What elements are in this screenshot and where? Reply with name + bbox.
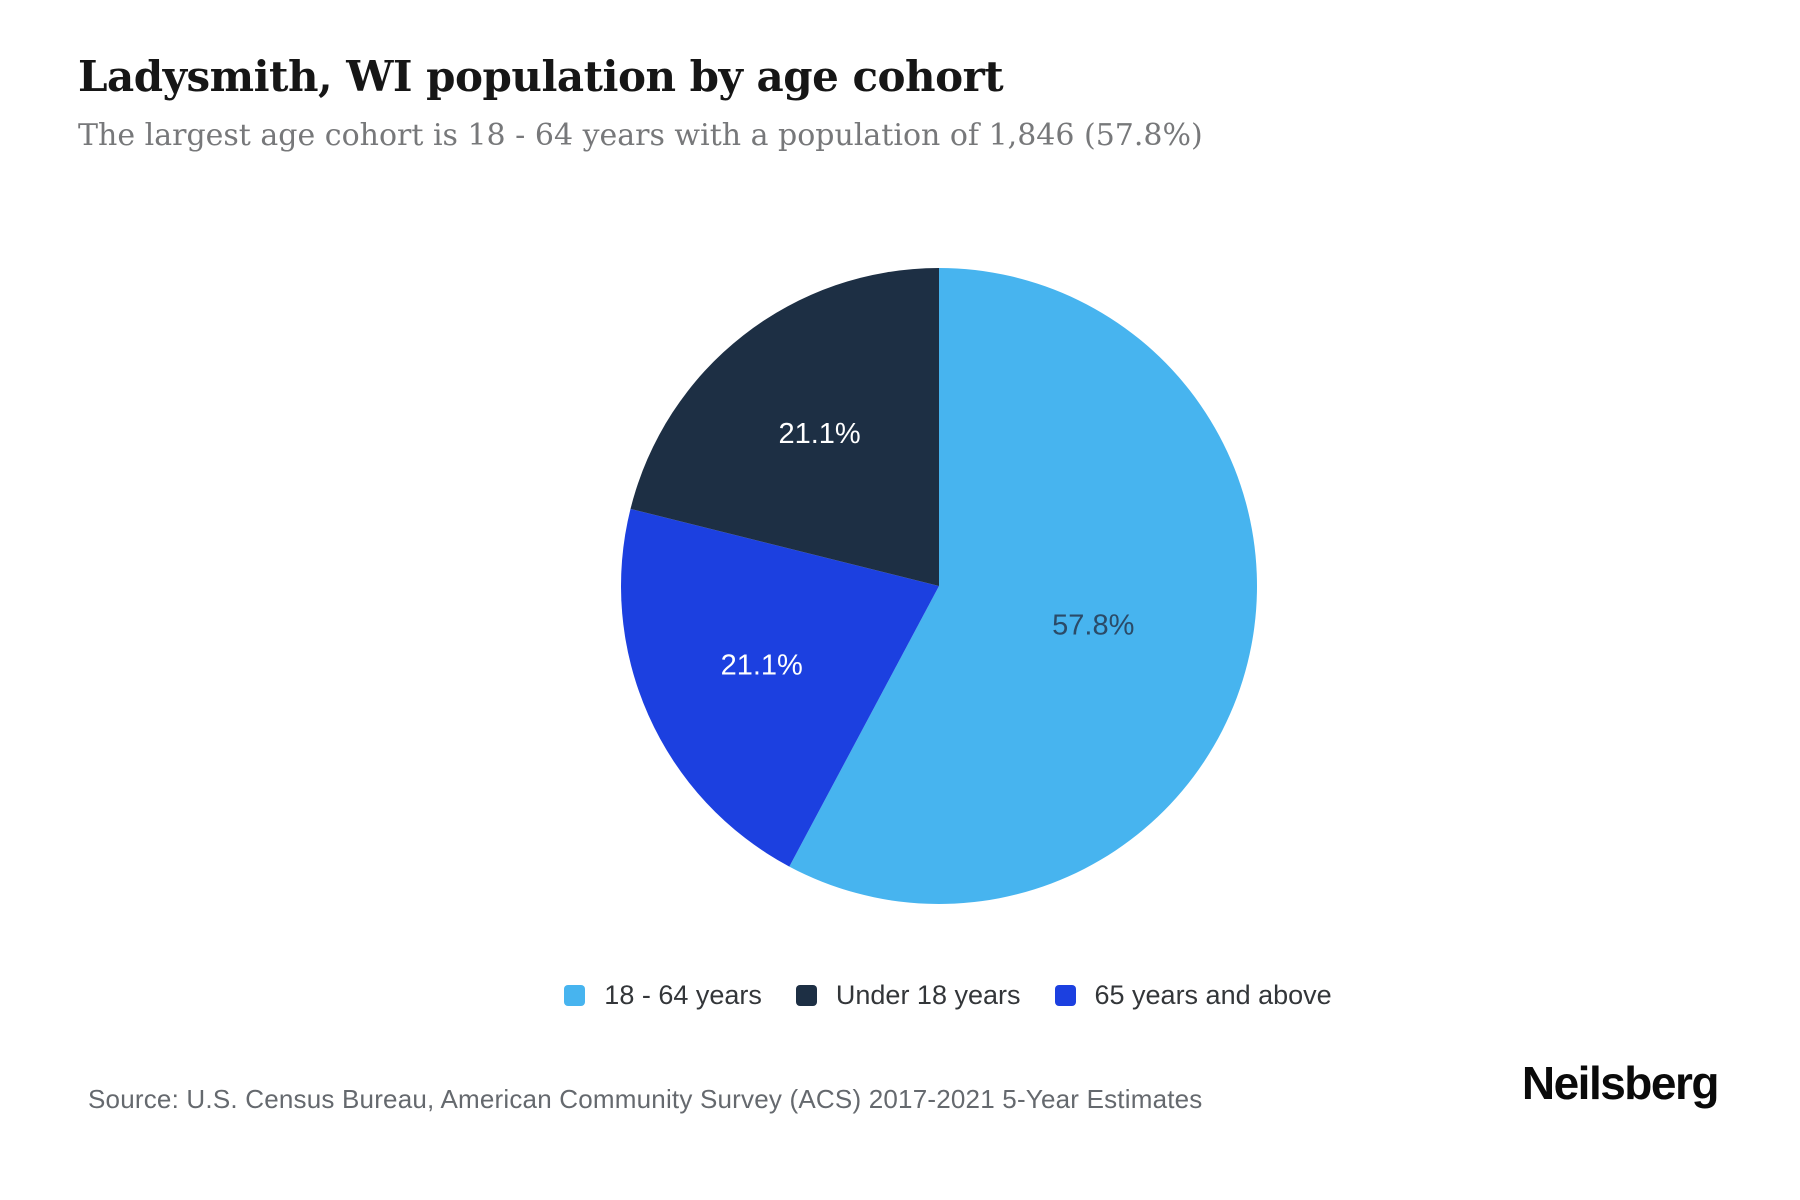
legend-item-65-years-and-above[interactable]: 65 years and above bbox=[1054, 980, 1332, 1010]
pie-slice-under-18-years[interactable] bbox=[630, 268, 940, 586]
source-attribution: Source: U.S. Census Bureau, American Com… bbox=[88, 1084, 1203, 1114]
page-title: Ladysmith, WI population by age cohort bbox=[78, 52, 1004, 101]
legend-swatch-icon bbox=[564, 985, 586, 1006]
legend-label: 18 - 64 years bbox=[604, 980, 762, 1010]
pie-data-label: 21.1% bbox=[778, 418, 860, 450]
pie-chart: 57.8% 21.1% 21.1% bbox=[620, 268, 1258, 904]
legend-swatch-icon bbox=[1054, 985, 1076, 1006]
chart-header: Ladysmith, WI population by age cohort T… bbox=[78, 52, 1203, 155]
pie-data-label: 57.8% bbox=[1052, 610, 1134, 642]
legend-label: 65 years and above bbox=[1094, 980, 1332, 1010]
pie-slice-65-years-and-above[interactable] bbox=[620, 508, 939, 867]
legend-label: Under 18 years bbox=[835, 980, 1021, 1010]
legend-item-18-64-years[interactable]: 18 - 64 years bbox=[564, 982, 762, 1009]
pie-data-label: 21.1% bbox=[721, 650, 803, 682]
neilsberg-logo: Neilsberg bbox=[1521, 1057, 1720, 1109]
legend-swatch-icon bbox=[795, 985, 817, 1006]
legend-item-under-18-years[interactable]: Under 18 years bbox=[795, 980, 1021, 1010]
pie-slice-18-64-years[interactable] bbox=[789, 268, 1258, 904]
chart-subtitle: The largest age cohort is 18 - 64 years … bbox=[78, 118, 1203, 154]
chart-legend: 18 - 64 years Under 18 years 65 years an… bbox=[0, 982, 1800, 1009]
